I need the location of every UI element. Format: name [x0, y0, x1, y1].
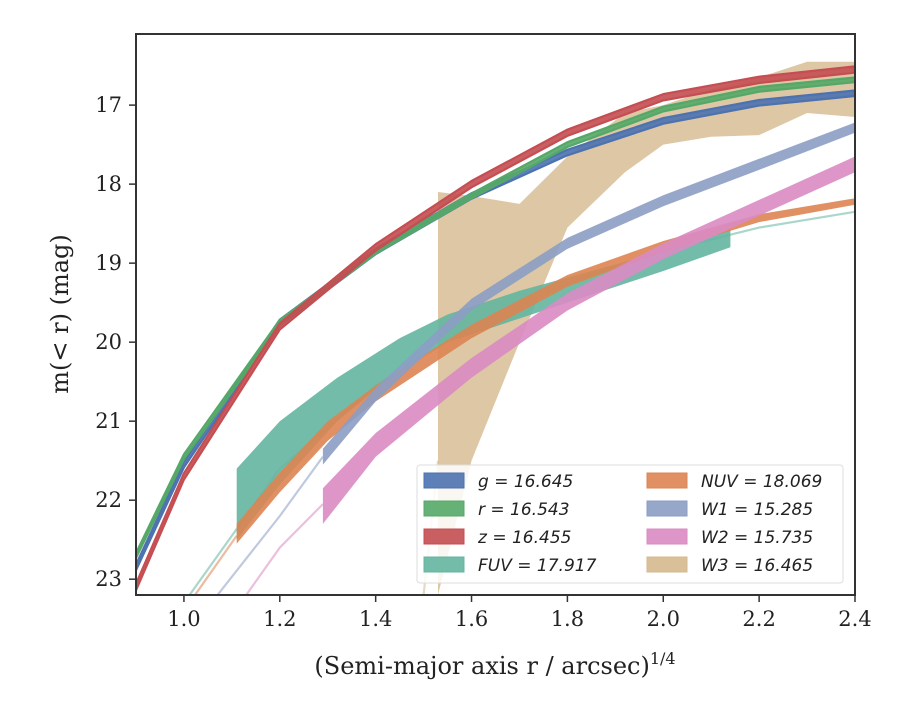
legend-label-w3: W3 = 16.465	[701, 556, 813, 576]
x-tick-label: 1.0	[167, 607, 200, 631]
legend-swatch-nuv	[646, 472, 688, 489]
legend-label-w2: W2 = 15.735	[701, 528, 813, 548]
x-tick-label: 2.2	[742, 607, 775, 631]
series-w3-band	[438, 61, 855, 595]
bands-layer	[136, 61, 855, 595]
x-axis-label-text: (Semi-major axis r / arcsec)	[314, 652, 649, 680]
legend-label-w1: W1 = 15.285	[701, 500, 813, 520]
legend-label-g: g = 16.645	[478, 472, 573, 492]
y-tick-label: 20	[95, 330, 122, 354]
x-tick-label: 1.4	[359, 607, 392, 631]
legend-swatch-w3	[646, 556, 688, 573]
series-z-band	[136, 65, 855, 592]
y-tick-label: 22	[95, 488, 122, 512]
x-tick-label: 2.0	[647, 607, 680, 631]
legend-label-fuv: FUV = 17.917	[478, 556, 597, 576]
series-w1-extension	[216, 456, 324, 595]
legend-label-z: z = 16.455	[477, 528, 571, 548]
series-w2-band	[322, 156, 855, 524]
x-axis-label: (Semi-major axis r / arcsec)1/4	[314, 649, 675, 680]
y-tick-label: 23	[95, 567, 122, 591]
y-tick-label: 21	[95, 409, 122, 433]
x-tick-label: 1.2	[263, 607, 296, 631]
legend-swatch-g	[423, 472, 465, 489]
series-fuv-band	[236, 227, 731, 540]
legend-swatch-r	[423, 500, 465, 517]
x-tick-label: 2.4	[838, 607, 871, 631]
y-tick-label: 18	[95, 172, 122, 196]
x-axis-label-exponent: 1/4	[650, 649, 676, 668]
y-tick-label: 19	[95, 251, 122, 275]
ticks-layer: 1.0 1.2 1.4 1.6 1.8 2.0 2.2 2.4 17 18 19 20 21 22 23	[95, 93, 871, 631]
legend-swatch-fuv	[423, 556, 465, 573]
series-nuv-extension	[193, 535, 238, 595]
legend-label-r: r = 16.543	[478, 500, 570, 520]
legend-swatch-z	[423, 528, 465, 545]
y-axis-label: m(< r) (mag)	[46, 234, 74, 393]
y-tick-label: 17	[95, 93, 122, 117]
x-tick-label: 1.8	[551, 607, 584, 631]
legend-frame	[416, 464, 844, 584]
legend: g = 16.645 r = 16.543 z = 16.455 FUV = 17.9…	[416, 464, 844, 584]
plot-frame	[135, 33, 856, 596]
legend-label-nuv: NUV = 18.069	[701, 472, 822, 492]
series-w2-extension	[245, 503, 324, 595]
legend-swatch-w2	[646, 528, 688, 545]
x-tick-label: 1.6	[455, 607, 488, 631]
legend-swatch-w1	[646, 500, 688, 517]
